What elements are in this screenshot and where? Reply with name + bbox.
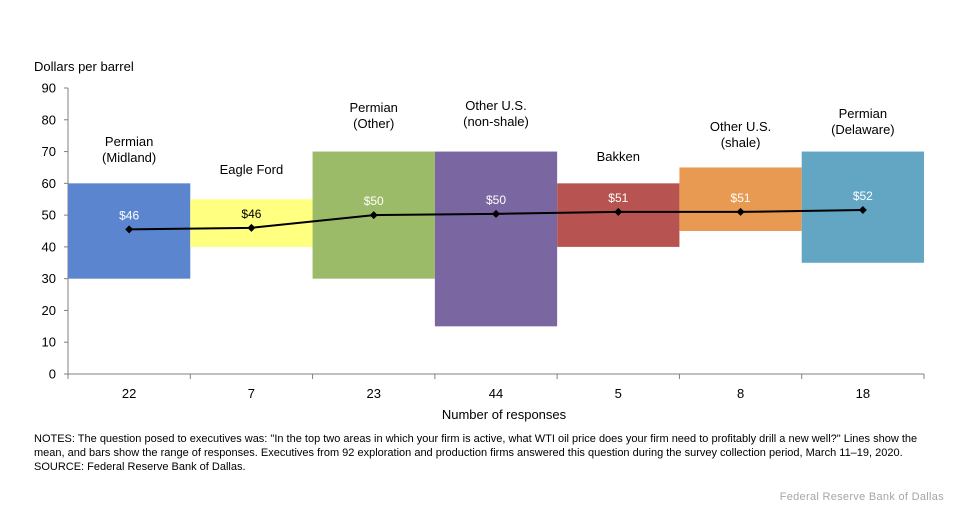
category-label: Permian xyxy=(105,134,153,149)
mean-marker xyxy=(247,223,256,232)
y-tick-label: 10 xyxy=(42,335,56,350)
y-tick-label: 50 xyxy=(42,208,56,223)
mean-marker xyxy=(125,225,134,234)
x-tick-label: 18 xyxy=(856,386,870,401)
category-label: Other U.S. xyxy=(465,98,526,113)
chart-notes: NOTES: The question posed to executives … xyxy=(34,432,934,474)
y-tick-label: 0 xyxy=(49,367,56,382)
y-tick-label: 20 xyxy=(42,303,56,318)
category-label: (Midland) xyxy=(102,150,156,165)
x-tick-label: 5 xyxy=(615,386,622,401)
mean-value-label: $46 xyxy=(241,207,261,221)
mean-marker xyxy=(614,207,623,216)
x-tick-label: 23 xyxy=(366,386,380,401)
category-label: Permian xyxy=(350,100,398,115)
mean-value-label: $50 xyxy=(364,194,384,208)
x-tick-label: 8 xyxy=(737,386,744,401)
y-tick-label: 60 xyxy=(42,176,56,191)
range-bar xyxy=(679,167,802,231)
category-label: Eagle Ford xyxy=(220,162,284,177)
y-axis-label: Dollars per barrel xyxy=(34,59,134,74)
category-label: (shale) xyxy=(721,135,761,150)
category-label: (non-shale) xyxy=(463,114,529,129)
category-label: (Delaware) xyxy=(831,122,895,137)
mean-marker xyxy=(369,211,378,220)
source-text: SOURCE: Federal Reserve Bank of Dallas. xyxy=(34,461,246,473)
mean-marker xyxy=(858,206,867,215)
y-tick-label: 40 xyxy=(42,239,56,254)
mean-marker xyxy=(492,209,500,218)
y-tick-label: 90 xyxy=(42,81,56,96)
x-tick-label: 44 xyxy=(489,386,503,401)
notes-text: NOTES: The question posed to executives … xyxy=(34,433,918,459)
y-tick-label: 30 xyxy=(42,271,56,286)
mean-value-label: $50 xyxy=(486,193,506,207)
credit-text: Federal Reserve Bank of Dallas xyxy=(779,491,944,503)
x-axis-label: Number of responses xyxy=(442,407,567,422)
mean-value-label: $51 xyxy=(608,191,628,205)
category-label: Other U.S. xyxy=(710,119,771,134)
mean-value-label: $52 xyxy=(853,189,873,203)
x-tick-label: 7 xyxy=(248,386,255,401)
category-label: Permian xyxy=(839,106,887,121)
mean-value-label: $51 xyxy=(731,191,751,205)
category-label: Bakken xyxy=(597,149,640,164)
y-tick-label: 70 xyxy=(42,144,56,159)
range-bar xyxy=(434,151,558,327)
y-tick-label: 80 xyxy=(42,112,56,127)
mean-value-label: $46 xyxy=(119,208,139,222)
x-tick-label: 22 xyxy=(122,386,136,401)
category-label: (Other) xyxy=(353,116,394,131)
mean-marker xyxy=(736,207,745,216)
